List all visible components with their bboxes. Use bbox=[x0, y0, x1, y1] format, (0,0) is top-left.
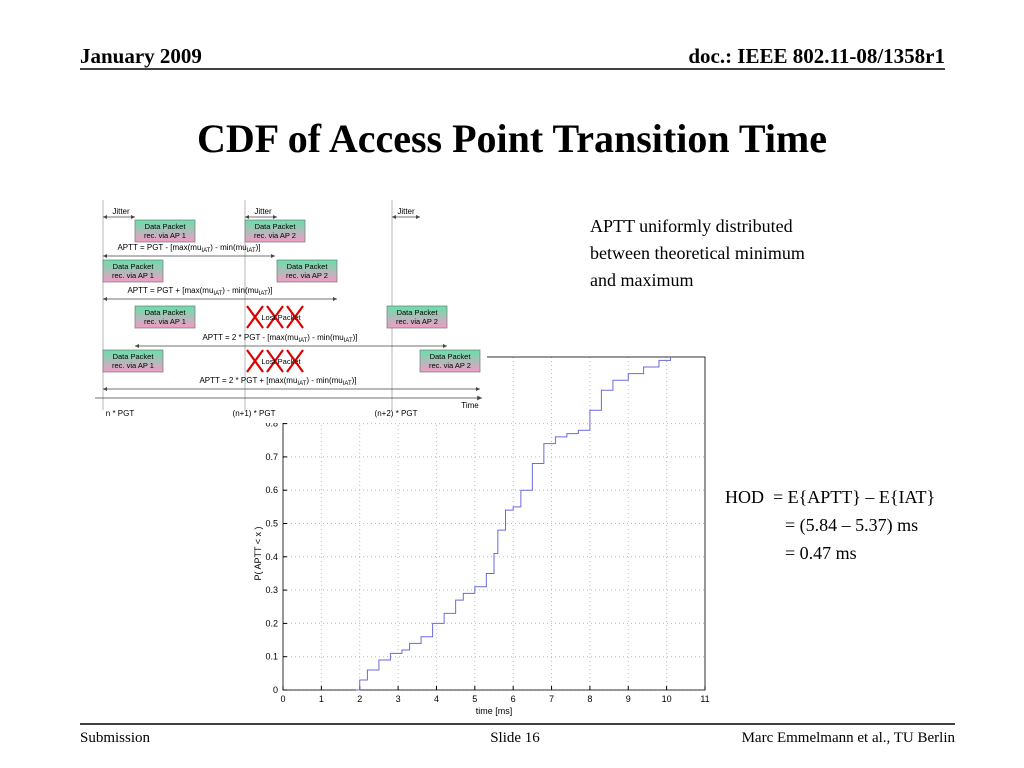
packet-label: Data Packet bbox=[145, 308, 187, 317]
x-tick-label: 6 bbox=[511, 694, 516, 704]
x-tick-label: 1 bbox=[319, 694, 324, 704]
y-tick-label: 0.5 bbox=[265, 519, 278, 529]
lost-label: Lost Packet bbox=[261, 357, 301, 366]
x-tick-label: 8 bbox=[587, 694, 592, 704]
note-line: between theoretical minimum bbox=[590, 243, 805, 263]
packet-label: Data Packet bbox=[255, 222, 297, 231]
x-tick-label: 7 bbox=[549, 694, 554, 704]
hod-line: = (5.84 – 5.37) ms bbox=[785, 515, 918, 536]
x-tick-label: 4 bbox=[434, 694, 439, 704]
jitter-label: Jitter bbox=[254, 207, 272, 216]
packet-label: rec. via AP 2 bbox=[429, 361, 471, 370]
y-tick-label: 0.8 bbox=[265, 419, 278, 429]
packet-label: rec. via AP 1 bbox=[144, 317, 186, 326]
footer-center: Slide 16 bbox=[490, 730, 540, 746]
note-line: APTT uniformly distributed bbox=[590, 216, 793, 236]
lost-cross bbox=[246, 305, 304, 329]
formula-part: IAT bbox=[247, 248, 256, 254]
formula-part: IAT bbox=[201, 248, 210, 254]
formula-part: ) - min(mu bbox=[210, 243, 246, 252]
x-axis-label: time [ms] bbox=[476, 706, 513, 716]
packet-box bbox=[102, 349, 164, 373]
footer-right: Marc Emmelmann et al., TU Berlin bbox=[742, 730, 956, 746]
packet-box bbox=[102, 259, 164, 283]
y-tick-label: 0.6 bbox=[265, 485, 278, 495]
formula-part: IAT bbox=[259, 291, 268, 297]
formula: APTT = PGT - [max(muIAT) - min(muIAT)] bbox=[117, 243, 260, 254]
note-line: and maximum bbox=[590, 270, 693, 290]
formula-part: IAT bbox=[298, 338, 307, 344]
formula-part: )] bbox=[353, 333, 358, 342]
formula-part: APTT = 2 * PGT - [max(mu bbox=[202, 333, 298, 342]
formula-part: IAT bbox=[213, 291, 222, 297]
y-tick-label: 0.7 bbox=[265, 452, 278, 462]
jitter-label: Jitter bbox=[397, 207, 415, 216]
lost-label: Lost Packet bbox=[261, 313, 301, 322]
formula-part: IAT bbox=[343, 381, 352, 387]
packet-box bbox=[134, 305, 196, 329]
packet-label: rec. via AP 2 bbox=[286, 271, 328, 280]
packet-box bbox=[244, 219, 306, 243]
x-tick-label: 3 bbox=[396, 694, 401, 704]
hod-line: = 0.47 ms bbox=[785, 543, 857, 563]
x-tick-label: 11 bbox=[700, 694, 709, 704]
formula-part: ) - min(mu bbox=[306, 376, 342, 385]
x-tick-label: 5 bbox=[472, 694, 477, 704]
y-axis-label: P( APTT < x ) bbox=[253, 526, 263, 580]
time-tick-label: (n+1) * PGT bbox=[233, 409, 276, 418]
packet-label: Data Packet bbox=[430, 352, 472, 361]
packet-label: rec. via AP 2 bbox=[396, 317, 438, 326]
time-label: Time bbox=[461, 401, 479, 410]
slide-title: CDF of Access Point Transition Time bbox=[197, 116, 827, 161]
formula-part: ) - min(mu bbox=[222, 286, 258, 295]
y-tick-label: 0.1 bbox=[265, 652, 278, 662]
formula-part: APTT = PGT + [max(mu bbox=[127, 286, 213, 295]
packet-box bbox=[419, 349, 481, 373]
footer-left: Submission bbox=[80, 730, 151, 746]
formula-part: IAT bbox=[344, 338, 353, 344]
time-tick-label: (n+2) * PGT bbox=[375, 409, 418, 418]
y-tick-label: 0.2 bbox=[265, 618, 278, 628]
time-tick-label: n * PGT bbox=[106, 409, 135, 418]
packet-label: rec. via AP 2 bbox=[254, 231, 296, 240]
x-tick-label: 0 bbox=[280, 694, 285, 704]
formula-part: )] bbox=[352, 376, 357, 385]
x-tick-label: 9 bbox=[626, 694, 631, 704]
packet-label: Data Packet bbox=[145, 222, 187, 231]
formula-part: APTT = PGT - [max(mu bbox=[117, 243, 201, 252]
formula-part: ) - min(mu bbox=[307, 333, 343, 342]
packet-box bbox=[276, 259, 338, 283]
y-tick-label: 0.4 bbox=[265, 552, 278, 562]
packet-label: rec. via AP 1 bbox=[112, 361, 154, 370]
formula: APTT = 2 * PGT + [max(muIAT) - min(muIAT… bbox=[199, 376, 356, 387]
jitter-label: Jitter bbox=[112, 207, 130, 216]
packet-box bbox=[386, 305, 448, 329]
formula: APTT = 2 * PGT - [max(muIAT) - min(muIAT… bbox=[202, 333, 357, 344]
y-tick-label: 0.3 bbox=[265, 585, 278, 595]
packet-label: Data Packet bbox=[113, 352, 155, 361]
formula: APTT = PGT + [max(muIAT) - min(muIAT)] bbox=[127, 286, 272, 297]
x-tick-label: 2 bbox=[357, 694, 362, 704]
cdf-line bbox=[355, 357, 671, 691]
lost-cross bbox=[246, 349, 304, 373]
packet-label: Data Packet bbox=[397, 308, 439, 317]
packet-label: Data Packet bbox=[113, 262, 155, 271]
formula-part: APTT = 2 * PGT + [max(mu bbox=[199, 376, 297, 385]
packet-box bbox=[134, 219, 196, 243]
formula-part: )] bbox=[256, 243, 261, 252]
packet-label: Data Packet bbox=[287, 262, 329, 271]
formula-part: IAT bbox=[297, 381, 306, 387]
header-doc: doc.: IEEE 802.11-08/1358r1 bbox=[688, 44, 945, 68]
plot-frame bbox=[282, 356, 706, 691]
packet-label: rec. via AP 1 bbox=[112, 271, 154, 280]
header-date: January 2009 bbox=[80, 44, 202, 68]
hod-line: HOD = E{APTT} – E{IAT} bbox=[725, 487, 935, 507]
formula-part: )] bbox=[268, 286, 273, 295]
y-tick-label: 0 bbox=[273, 685, 278, 695]
packet-label: rec. via AP 1 bbox=[144, 231, 186, 240]
x-tick-label: 10 bbox=[662, 694, 672, 704]
